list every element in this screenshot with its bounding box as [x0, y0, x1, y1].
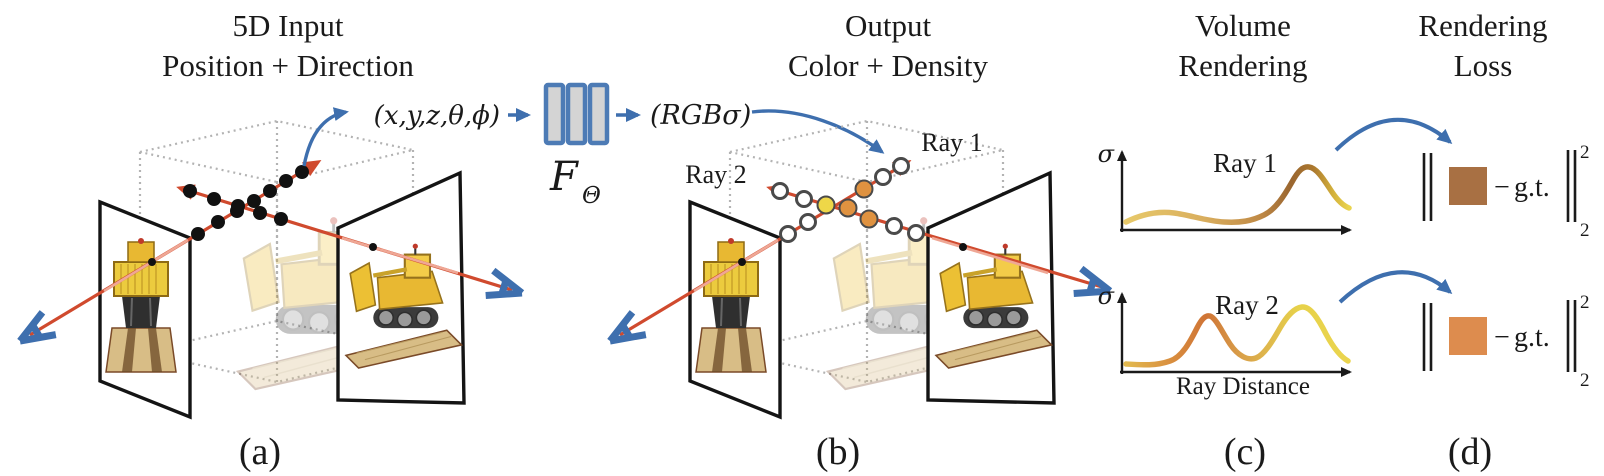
panel-a-title-line2: Position + Direction	[162, 48, 414, 83]
sample-point	[295, 165, 309, 179]
loss-term-ray2: − g.t. 2 2	[1422, 292, 1590, 391]
sample-point	[211, 215, 225, 229]
norm-superscript: 2	[1580, 142, 1590, 163]
column-titles: 5D Input Position + Direction Output Col…	[162, 8, 1547, 83]
sample-point	[207, 192, 221, 206]
camera-icon	[603, 312, 646, 352]
norm-superscript: 2	[1580, 292, 1590, 313]
sample-point-colored	[816, 195, 836, 215]
sample-point	[799, 213, 817, 231]
panel-a-scene	[13, 107, 526, 420]
render-to-loss-arrow-2	[1338, 270, 1453, 304]
image-plane-left	[98, 199, 192, 420]
sample-point	[795, 190, 813, 208]
ray2-sample-points	[183, 184, 288, 226]
ray2-query-points	[771, 182, 925, 242]
density-curve-ray1	[1123, 164, 1352, 225]
sample-point	[885, 217, 903, 235]
ground-truth-label: g.t.	[1514, 322, 1550, 353]
minus-sign: −	[1494, 322, 1510, 353]
panel-c-title-line1: Volume	[1195, 8, 1291, 43]
panel-d-title-line1: Rendering	[1418, 8, 1547, 43]
panel-d-title-line2: Loss	[1454, 48, 1513, 83]
sample-point-colored	[838, 198, 858, 218]
density-plot-ray2: σ Ray 2 Ray Distance	[1098, 282, 1352, 400]
ray2-label: Ray 2	[685, 160, 746, 189]
sample-point	[263, 184, 277, 198]
network-function-label: F	[549, 154, 579, 200]
camera-icon	[13, 312, 56, 352]
x-axis-label: Ray Distance	[1176, 373, 1310, 400]
panel-a-caption: (a)	[239, 431, 281, 473]
output-to-ray-arrow	[751, 109, 885, 154]
norm-subscript: 2	[1580, 220, 1590, 241]
sample-point	[191, 227, 205, 241]
sigma-axis-label: σ	[1098, 282, 1115, 310]
mlp-layer	[543, 82, 566, 146]
sample-point	[247, 194, 261, 208]
network-input-label: (x,y,z,θ,ϕ)	[374, 101, 500, 131]
ray-over-plane	[103, 238, 189, 293]
panel-d-caption: (d)	[1448, 431, 1492, 473]
minus-sign: −	[1494, 172, 1510, 203]
plot-ray1-label: Ray 1	[1213, 148, 1277, 178]
image-plane-right	[926, 170, 1056, 405]
rendered-pixel-swatch	[1449, 317, 1487, 355]
panel-b-title-line2: Color + Density	[788, 48, 989, 83]
panel-b-scene: Ray 1 Ray 2	[603, 119, 1113, 420]
sample-point	[231, 199, 245, 213]
network-function-subscript: Θ	[582, 183, 601, 209]
camera-icon	[486, 271, 526, 306]
sample-point	[279, 174, 293, 188]
plot-ray2-label: Ray 2	[1215, 290, 1279, 320]
ray1-label: Ray 1	[921, 128, 982, 157]
sample-point	[907, 224, 925, 242]
panel-a-title-line1: 5D Input	[232, 8, 343, 43]
loss-term-ray1: − g.t. 2 2	[1422, 142, 1590, 241]
network-output-label: (RGBσ)	[650, 100, 751, 131]
sample-point	[892, 157, 910, 175]
pixel-dot	[369, 243, 377, 251]
pixel-dot	[959, 243, 967, 251]
panel-c-title-line2: Rendering	[1178, 48, 1307, 83]
network-block: (x,y,z,θ,ϕ) F Θ (RGBσ)	[374, 82, 885, 209]
panel-b-title-line1: Output	[845, 8, 932, 43]
sample-point	[274, 212, 288, 226]
rendered-pixel-swatch	[1449, 167, 1487, 205]
sample-point	[874, 168, 892, 186]
density-plot-ray1: σ Ray 1	[1098, 140, 1352, 235]
sigma-axis-label: σ	[1098, 140, 1115, 168]
image-plane-left	[688, 199, 782, 420]
ray-over-plane	[931, 236, 1049, 275]
sample-point	[183, 184, 197, 198]
sample-to-input-arrow	[302, 107, 349, 167]
mlp-layer	[565, 82, 588, 146]
density-curve-ray2	[1123, 304, 1351, 368]
sample-point-colored	[854, 179, 874, 199]
norm-subscript: 2	[1580, 370, 1590, 391]
sample-point-colored	[859, 209, 879, 229]
sample-point	[253, 206, 267, 220]
render-to-loss-arrow-1	[1334, 118, 1453, 152]
pixel-dot	[738, 258, 746, 266]
ray1-query-points	[779, 157, 910, 243]
mlp-layer	[587, 82, 610, 146]
sample-point	[779, 225, 797, 243]
ray-over-plane	[341, 236, 459, 275]
panel-b-caption: (b)	[816, 431, 860, 473]
image-plane-right	[336, 170, 466, 405]
sample-point	[771, 182, 789, 200]
ground-truth-label: g.t.	[1514, 172, 1550, 203]
pixel-dot	[148, 258, 156, 266]
ray-over-plane	[693, 238, 779, 293]
panel-c-caption: (c)	[1224, 431, 1266, 473]
